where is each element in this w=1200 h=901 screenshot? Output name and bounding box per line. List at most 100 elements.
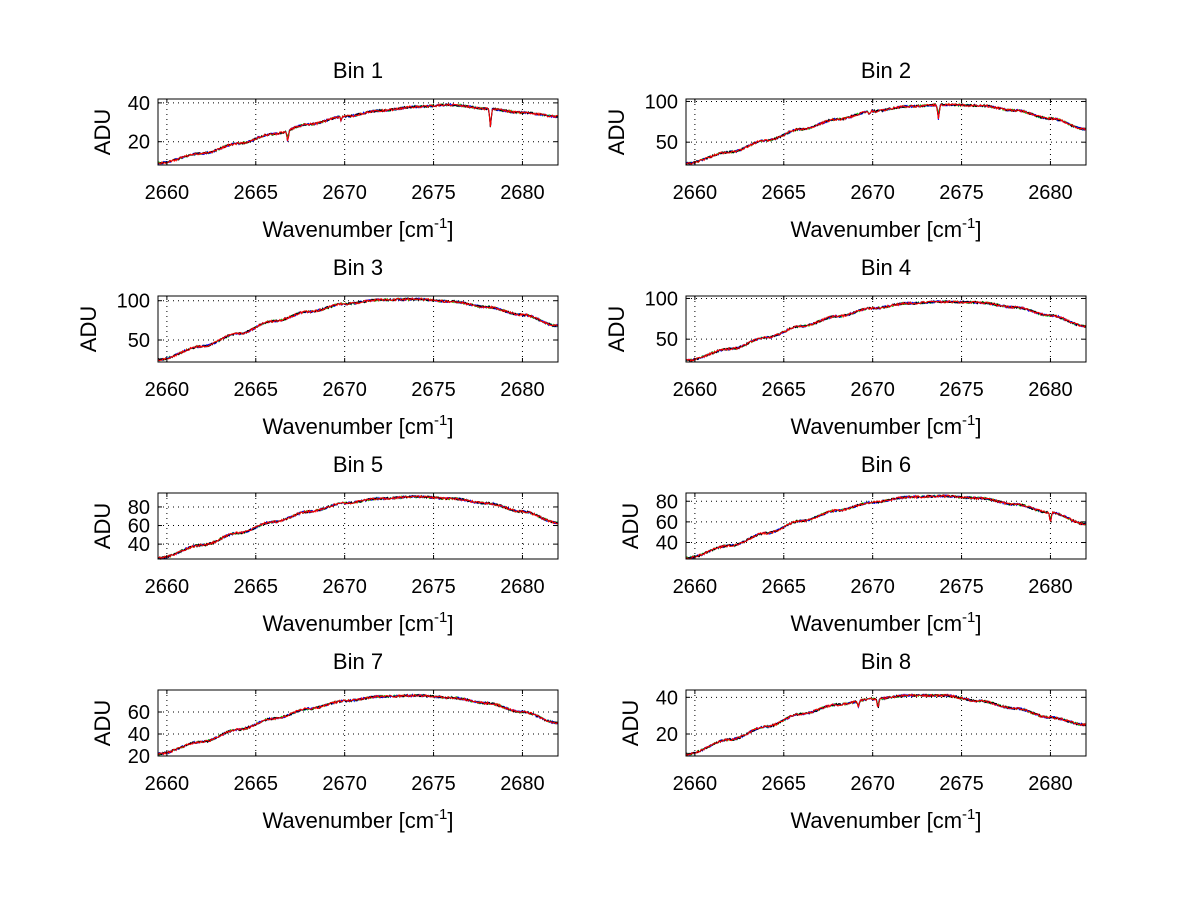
x-tick-label: 2665 <box>762 576 807 598</box>
series-line-blue <box>685 693 1087 756</box>
series-line-red <box>685 102 1087 165</box>
x-axis-label: Wavenumber [cm-1] <box>790 412 981 439</box>
y-tick-label: 60 <box>128 516 150 538</box>
x-tick-label: 2680 <box>500 182 545 204</box>
x-tick-label: 2675 <box>939 576 984 598</box>
y-tick-label: 40 <box>656 687 678 709</box>
x-tick-label: 2680 <box>1028 379 1073 401</box>
y-tick-label: 20 <box>128 746 150 768</box>
subplot-bin-8: Bin 8 2660 2665 2670 2675 2680 20 40 Wavenumber … <box>618 649 1087 833</box>
y-tick-label: 20 <box>656 724 678 746</box>
series-line-blue <box>685 494 1087 560</box>
x-tick-label: 2665 <box>762 773 807 795</box>
x-tick-label: 2675 <box>939 773 984 795</box>
series-line-red <box>157 693 559 756</box>
x-tick-label: 2670 <box>322 773 367 795</box>
axes-frame <box>157 295 559 363</box>
y-axis-label: ADU <box>604 306 629 352</box>
axes-frame <box>157 689 559 757</box>
x-tick-label: 2680 <box>1028 182 1073 204</box>
x-tick-label: 2675 <box>411 773 456 795</box>
series-line-blue <box>157 102 559 165</box>
subplot-title: Bin 5 <box>333 452 383 477</box>
x-tick-label: 2665 <box>234 182 279 204</box>
x-tick-label: 2670 <box>850 576 895 598</box>
x-tick-label: 2670 <box>322 182 367 204</box>
x-axis-label: Wavenumber [cm-1] <box>262 609 453 636</box>
subplot-bin-3: Bin 3 2660 2665 2670 2675 2680 50 100 Wavenumber… <box>76 255 559 439</box>
subplot-bin-2: Bin 2 2660 2665 2670 2675 2680 50 100 Wavenumber… <box>604 58 1087 242</box>
y-axis-label: ADU <box>604 109 629 155</box>
x-tick-label: 2660 <box>673 576 718 598</box>
series-line-green <box>157 296 559 362</box>
series-line-green <box>157 103 559 164</box>
series-line-black <box>157 693 559 756</box>
y-tick-label: 40 <box>128 534 150 556</box>
x-axis-label: Wavenumber [cm-1] <box>262 412 453 439</box>
y-tick-label: 80 <box>128 497 150 519</box>
x-tick-label: 2680 <box>500 379 545 401</box>
axes-frame <box>685 295 1087 363</box>
series-line-green <box>685 102 1086 165</box>
subplot-title: Bin 3 <box>333 255 383 280</box>
x-tick-label: 2665 <box>762 182 807 204</box>
x-axis-label: Wavenumber [cm-1] <box>790 609 981 636</box>
y-tick-label: 40 <box>128 93 150 115</box>
subplot-title: Bin 1 <box>333 58 383 83</box>
y-tick-label: 100 <box>645 288 678 310</box>
series-line-red <box>157 495 559 559</box>
y-axis-label: ADU <box>618 700 643 746</box>
x-tick-label: 2670 <box>850 182 895 204</box>
x-tick-label: 2660 <box>673 379 718 401</box>
x-tick-label: 2675 <box>411 182 456 204</box>
y-tick-label: 50 <box>656 329 678 351</box>
series-line-green <box>685 693 1087 756</box>
x-tick-label: 2675 <box>939 182 984 204</box>
x-tick-label: 2660 <box>145 379 190 401</box>
x-tick-label: 2670 <box>322 576 367 598</box>
subplot-bin-1: Bin 1 2660 2665 2670 2675 2680 20 40 Wavenumber … <box>90 58 559 242</box>
y-tick-label: 100 <box>117 291 150 313</box>
x-tick-label: 2660 <box>145 182 190 204</box>
x-tick-label: 2675 <box>411 379 456 401</box>
subplot-title: Bin 4 <box>861 255 911 280</box>
series-line-red <box>157 297 559 362</box>
axes-frame <box>157 98 559 166</box>
axes-frame <box>685 98 1087 166</box>
y-tick-label: 50 <box>656 132 678 154</box>
y-tick-label: 50 <box>128 330 150 352</box>
series-line-red <box>685 494 1087 560</box>
series-line-blue <box>157 297 559 362</box>
y-tick-label: 20 <box>128 132 150 154</box>
series-line-black <box>157 103 559 165</box>
series-line-blue <box>157 693 559 755</box>
y-tick-label: 100 <box>645 91 678 113</box>
x-tick-label: 2665 <box>234 773 279 795</box>
axes-frame <box>685 492 1087 560</box>
y-axis-label: ADU <box>90 700 115 746</box>
subplot-title: Bin 2 <box>861 58 911 83</box>
x-axis-label: Wavenumber [cm-1] <box>262 215 453 242</box>
x-tick-label: 2670 <box>850 773 895 795</box>
x-tick-label: 2675 <box>939 379 984 401</box>
x-tick-label: 2660 <box>145 773 190 795</box>
series-line-black <box>685 693 1087 756</box>
x-tick-label: 2660 <box>673 182 718 204</box>
y-axis-label: ADU <box>76 306 101 352</box>
x-tick-label: 2665 <box>234 576 279 598</box>
y-axis-label: ADU <box>90 503 115 549</box>
y-tick-label: 40 <box>656 533 678 555</box>
x-axis-label: Wavenumber [cm-1] <box>790 215 981 242</box>
axes-frame <box>685 689 1087 757</box>
series-line-red <box>685 693 1087 756</box>
series-line-red <box>685 300 1087 363</box>
x-tick-label: 2660 <box>673 773 718 795</box>
x-tick-label: 2665 <box>234 379 279 401</box>
y-axis-label: ADU <box>618 503 643 549</box>
series-line-black <box>685 494 1087 559</box>
x-tick-label: 2665 <box>762 379 807 401</box>
